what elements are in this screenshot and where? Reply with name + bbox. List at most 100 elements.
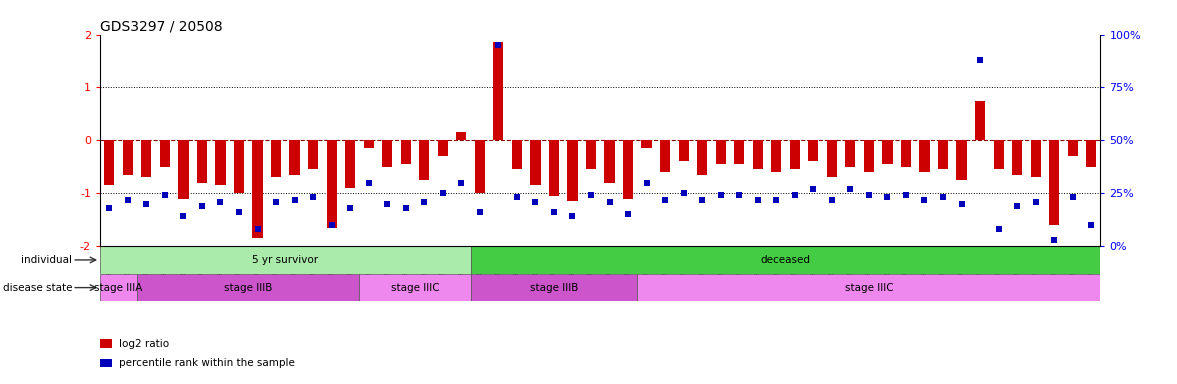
Point — [804, 186, 823, 192]
Bar — [864, 140, 875, 172]
Bar — [493, 43, 504, 140]
Point — [859, 192, 878, 199]
Point — [711, 192, 730, 199]
Bar — [623, 140, 633, 199]
Point — [823, 197, 842, 203]
Bar — [957, 140, 966, 180]
Point — [359, 180, 378, 186]
Text: disease state: disease state — [2, 283, 72, 293]
Point — [767, 197, 786, 203]
Text: log2 ratio: log2 ratio — [119, 339, 169, 349]
Point — [1026, 199, 1045, 205]
Bar — [1086, 140, 1096, 167]
Bar — [1068, 140, 1078, 156]
Point — [322, 222, 341, 228]
Bar — [1049, 140, 1059, 225]
Text: stage IIIB: stage IIIB — [224, 283, 272, 293]
Point — [471, 209, 490, 215]
Point — [1063, 194, 1082, 200]
Point — [581, 192, 600, 199]
Point — [1008, 203, 1026, 209]
Point — [1045, 237, 1064, 243]
Bar — [474, 140, 485, 193]
Point — [897, 192, 916, 199]
Point — [637, 180, 656, 186]
Text: individual: individual — [21, 255, 72, 265]
Bar — [471, 274, 637, 301]
Bar — [122, 140, 133, 175]
Point — [526, 199, 545, 205]
Bar — [234, 140, 244, 193]
Point — [600, 199, 619, 205]
Point — [656, 197, 674, 203]
Bar — [364, 140, 374, 148]
Point — [378, 201, 397, 207]
Bar — [975, 101, 985, 140]
Bar — [752, 140, 763, 169]
Point — [414, 199, 433, 205]
Bar — [438, 140, 448, 156]
Bar — [826, 140, 837, 177]
Text: stage IIIC: stage IIIC — [391, 283, 439, 293]
Bar — [1012, 140, 1022, 175]
Bar — [400, 140, 411, 164]
Bar — [359, 274, 471, 301]
Bar — [993, 140, 1004, 169]
Text: stage IIIC: stage IIIC — [845, 283, 893, 293]
Point — [100, 205, 119, 211]
Point — [211, 199, 230, 205]
Bar — [141, 140, 152, 177]
Bar — [531, 140, 540, 185]
Point — [878, 194, 897, 200]
Bar — [105, 140, 114, 185]
Point — [915, 197, 933, 203]
Point — [749, 197, 767, 203]
Bar — [383, 140, 392, 167]
Bar — [567, 140, 578, 201]
Point — [989, 226, 1008, 232]
Bar — [271, 140, 281, 177]
Point — [174, 214, 193, 220]
Bar — [197, 140, 207, 183]
Bar — [790, 140, 800, 169]
Bar — [586, 140, 596, 169]
Bar — [326, 140, 337, 228]
Bar — [938, 140, 949, 169]
Point — [545, 209, 564, 215]
Bar — [457, 132, 466, 140]
Point — [730, 192, 749, 199]
Bar — [160, 140, 169, 167]
Bar — [716, 140, 726, 164]
Bar — [345, 140, 355, 188]
Text: GDS3297 / 20508: GDS3297 / 20508 — [100, 20, 222, 33]
Point — [397, 205, 415, 211]
Point — [193, 203, 212, 209]
Bar — [883, 140, 892, 164]
Point — [785, 192, 804, 199]
Point — [1082, 222, 1100, 228]
Point — [267, 199, 286, 205]
Bar — [660, 140, 670, 172]
Text: stage IIIB: stage IIIB — [530, 283, 578, 293]
Point — [304, 194, 322, 200]
Bar — [179, 140, 188, 199]
Point — [285, 197, 304, 203]
Text: deceased: deceased — [760, 255, 811, 265]
Point — [693, 197, 712, 203]
Point — [674, 190, 693, 196]
Bar — [845, 140, 856, 167]
Point — [563, 214, 581, 220]
Point — [341, 205, 360, 211]
Point — [933, 194, 952, 200]
Point — [137, 201, 155, 207]
Bar — [290, 140, 300, 175]
Bar — [919, 140, 930, 172]
Bar — [215, 140, 226, 185]
Bar — [679, 140, 689, 162]
Text: stage IIIA: stage IIIA — [94, 283, 142, 293]
Point — [488, 42, 507, 48]
Point — [433, 190, 452, 196]
Bar — [697, 140, 707, 175]
Bar — [512, 140, 521, 169]
Point — [952, 201, 971, 207]
